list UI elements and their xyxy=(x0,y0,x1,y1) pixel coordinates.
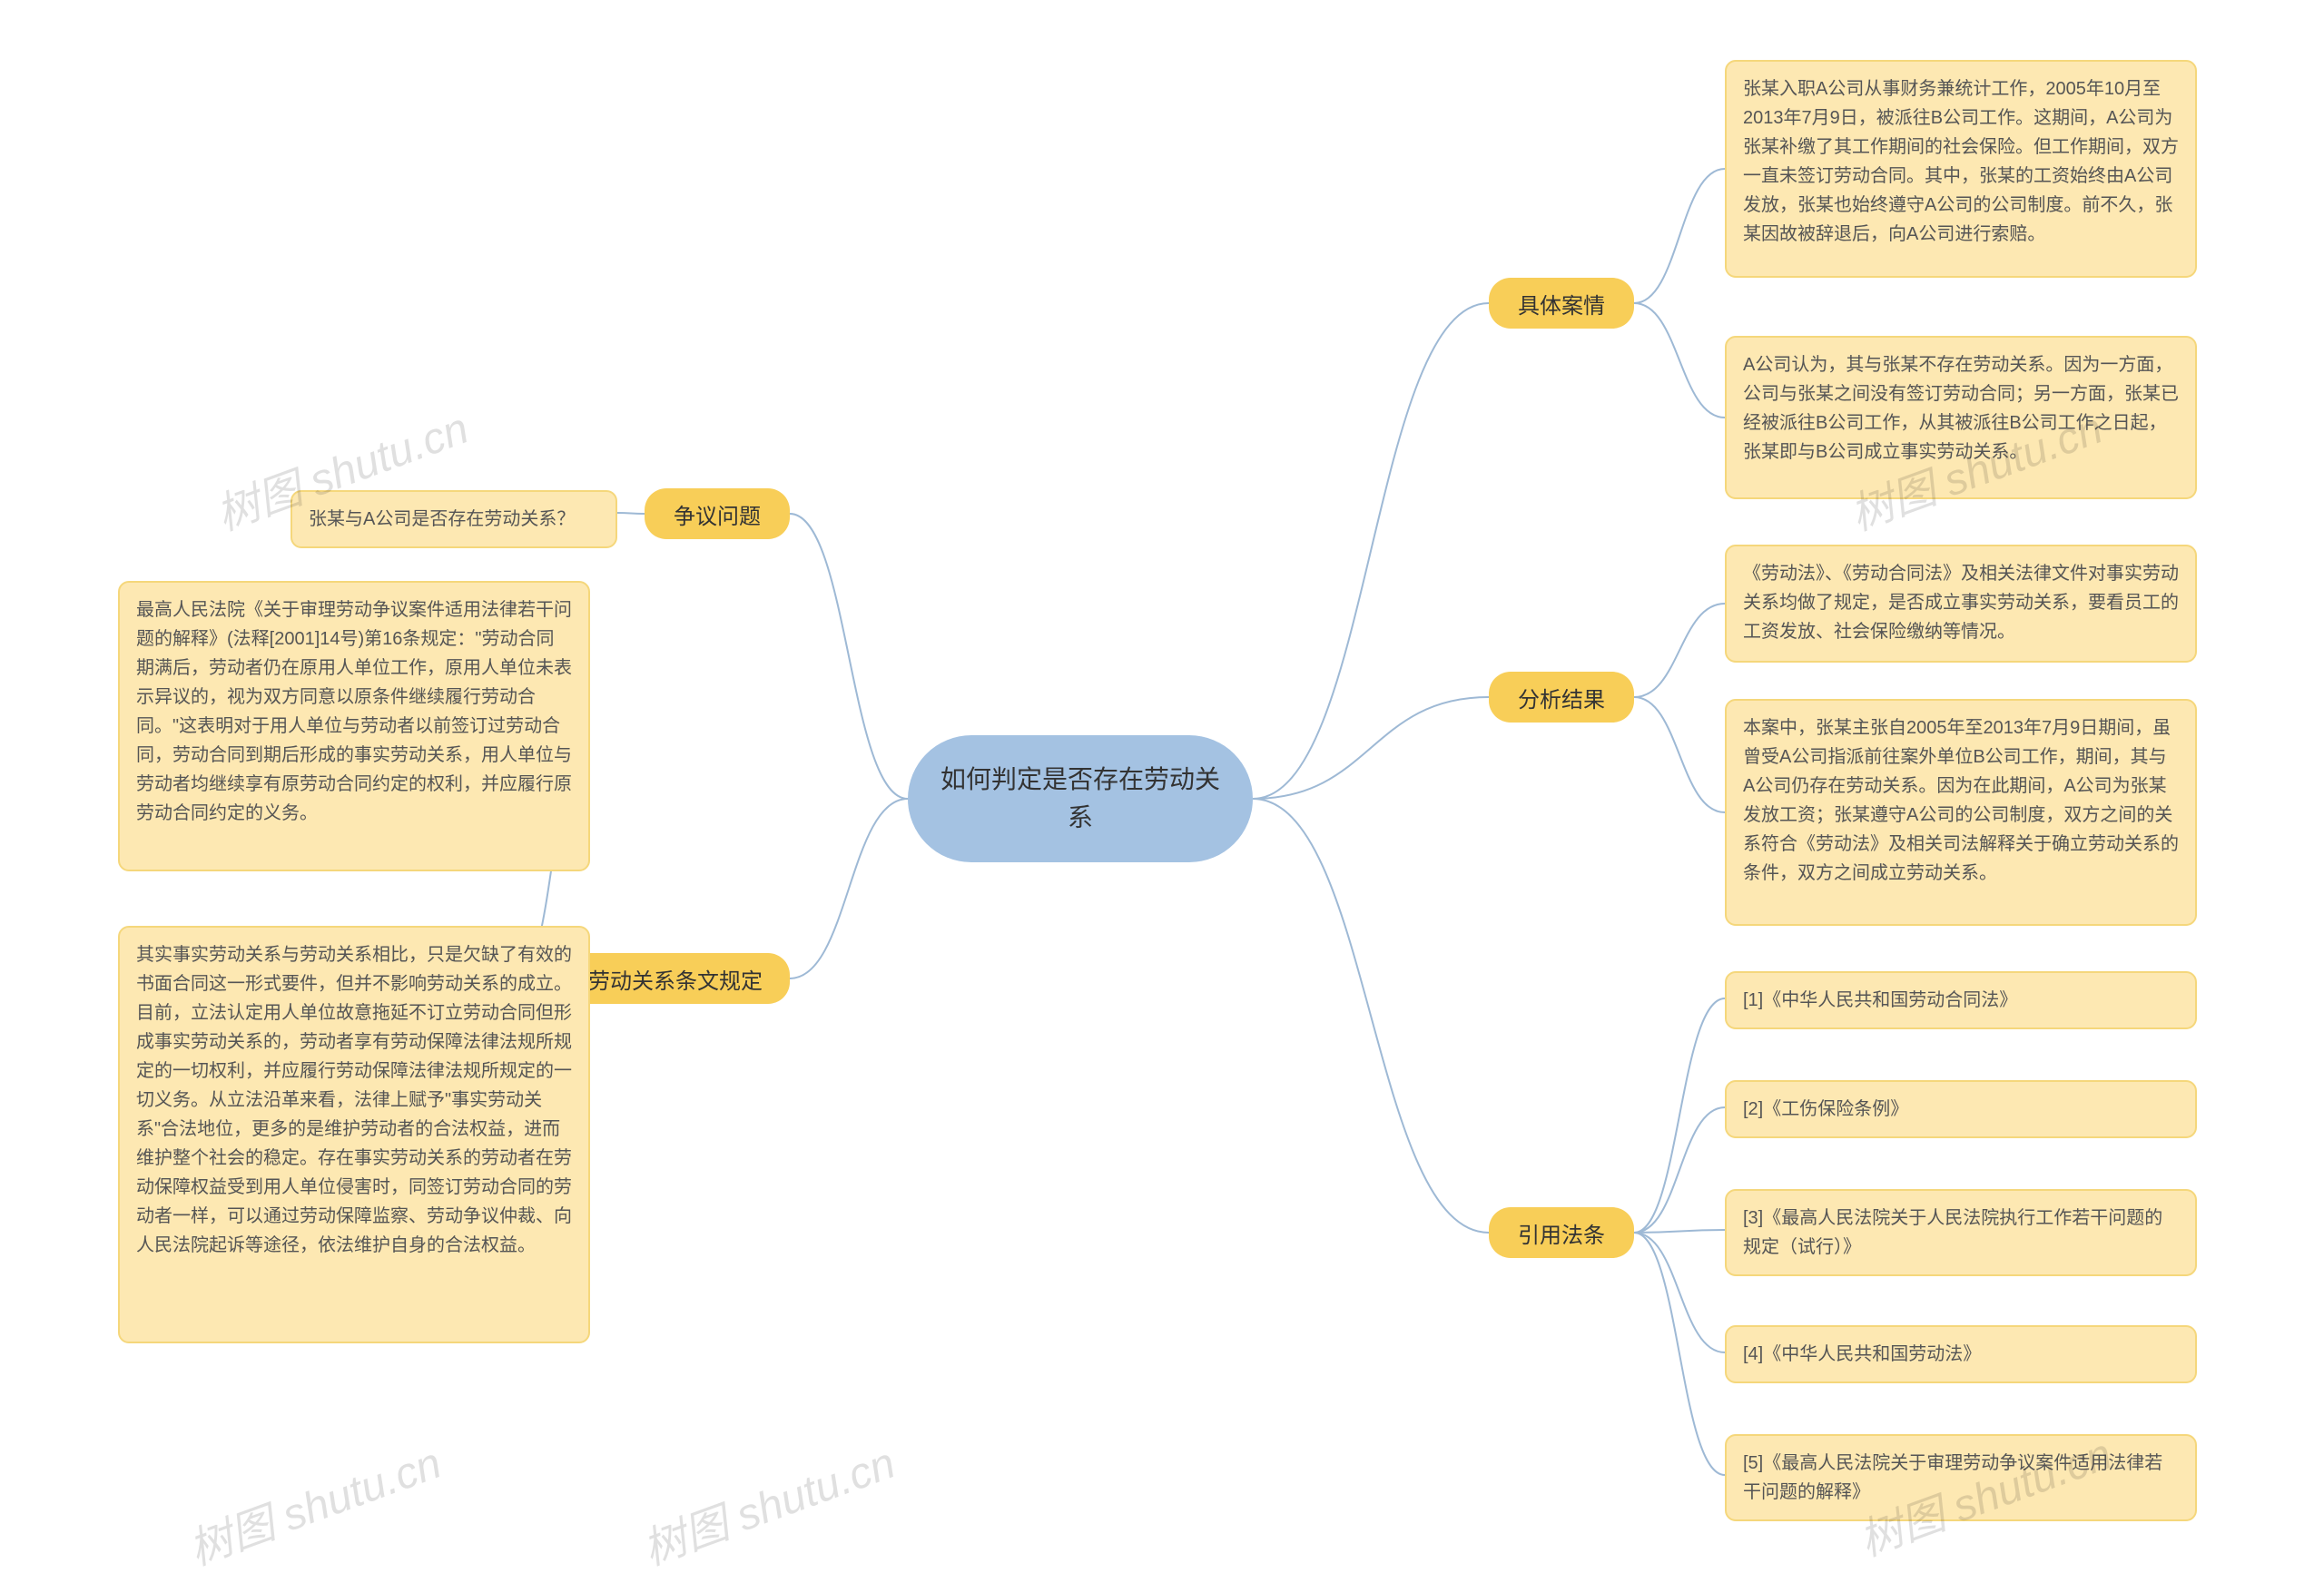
branch-analysis[interactable]: 分析结果 xyxy=(1489,672,1634,723)
leaf-text: 最高人民法院《关于审理劳动争议案件适用法律若干问题的解释》(法释[2001]14… xyxy=(136,600,572,823)
leaf-citation-5[interactable]: [5]《最高人民法院关于审理劳动争议案件适用法律若干问题的解释》 xyxy=(1725,1434,2197,1521)
leaf-analysis-2[interactable]: 本案中，张某主张自2005年至2013年7月9日期间，虽曾受A公司指派前往案外单… xyxy=(1725,699,2197,926)
leaf-case-details-2[interactable]: A公司认为，其与张某不存在劳动关系。因为一方面，公司与张某之间没有签订劳动合同；… xyxy=(1725,336,2197,499)
leaf-text: [3]《最高人民法院关于人民法院执行工作若干问题的规定（试行）》 xyxy=(1743,1208,2162,1257)
mindmap-canvas: 如何判定是否存在劳动关系 具体案情 张某入职A公司从事财务兼统计工作，2005年… xyxy=(0,0,2324,1573)
leaf-text: 《劳动法》、《劳动合同法》及相关法律文件对事实劳动关系均做了规定，是否成立事实劳… xyxy=(1743,564,2179,642)
leaf-citation-4[interactable]: [4]《中华人民共和国劳动法》 xyxy=(1725,1325,2197,1383)
leaf-text: 张某入职A公司从事财务兼统计工作，2005年10月至2013年7月9日，被派往B… xyxy=(1743,79,2179,244)
leaf-case-details-1[interactable]: 张某入职A公司从事财务兼统计工作，2005年10月至2013年7月9日，被派往B… xyxy=(1725,60,2197,278)
leaf-provisions-1[interactable]: 最高人民法院《关于审理劳动争议案件适用法律若干问题的解释》(法释[2001]14… xyxy=(118,581,590,871)
leaf-provisions-2[interactable]: 其实事实劳动关系与劳动关系相比，只是欠缺了有效的书面合同这一形式要件，但并不影响… xyxy=(118,926,590,1343)
leaf-text: A公司认为，其与张某不存在劳动关系。因为一方面，公司与张某之间没有签订劳动合同；… xyxy=(1743,355,2179,462)
leaf-citation-2[interactable]: [2]《工伤保险条例》 xyxy=(1725,1080,2197,1138)
leaf-text: 本案中，张某主张自2005年至2013年7月9日期间，虽曾受A公司指派前往案外单… xyxy=(1743,718,2179,883)
center-node[interactable]: 如何判定是否存在劳动关系 xyxy=(908,735,1253,862)
leaf-text: [2]《工伤保险条例》 xyxy=(1743,1099,1908,1119)
branch-label: 分析结果 xyxy=(1518,682,1605,713)
leaf-text: [4]《中华人民共和国劳动法》 xyxy=(1743,1344,1981,1364)
leaf-analysis-1[interactable]: 《劳动法》、《劳动合同法》及相关法律文件对事实劳动关系均做了规定，是否成立事实劳… xyxy=(1725,545,2197,663)
watermark: 树图 shutu.cn xyxy=(633,1427,902,1573)
leaf-citation-3[interactable]: [3]《最高人民法院关于人民法院执行工作若干问题的规定（试行）》 xyxy=(1725,1189,2197,1276)
branch-case-details[interactable]: 具体案情 xyxy=(1489,278,1634,329)
leaf-text: 张某与A公司是否存在劳动关系？ xyxy=(309,509,575,529)
branch-label: 引用法条 xyxy=(1518,1217,1605,1249)
center-label: 如何判定是否存在劳动关系 xyxy=(935,761,1226,837)
branch-dispute[interactable]: 争议问题 xyxy=(645,488,790,539)
leaf-citation-1[interactable]: [1]《中华人民共和国劳动合同法》 xyxy=(1725,971,2197,1029)
leaf-dispute-1[interactable]: 张某与A公司是否存在劳动关系？ xyxy=(290,490,617,548)
branch-label: 具体案情 xyxy=(1518,288,1605,320)
branch-citations[interactable]: 引用法条 xyxy=(1489,1207,1634,1258)
leaf-text: 其实事实劳动关系与劳动关系相比，只是欠缺了有效的书面合同这一形式要件，但并不影响… xyxy=(136,945,572,1255)
branch-label: 争议问题 xyxy=(674,498,761,530)
watermark: 树图 shutu.cn xyxy=(179,1427,448,1573)
leaf-text: [1]《中华人民共和国劳动合同法》 xyxy=(1743,990,2017,1010)
leaf-text: [5]《最高人民法院关于审理劳动争议案件适用法律若干问题的解释》 xyxy=(1743,1453,2162,1502)
